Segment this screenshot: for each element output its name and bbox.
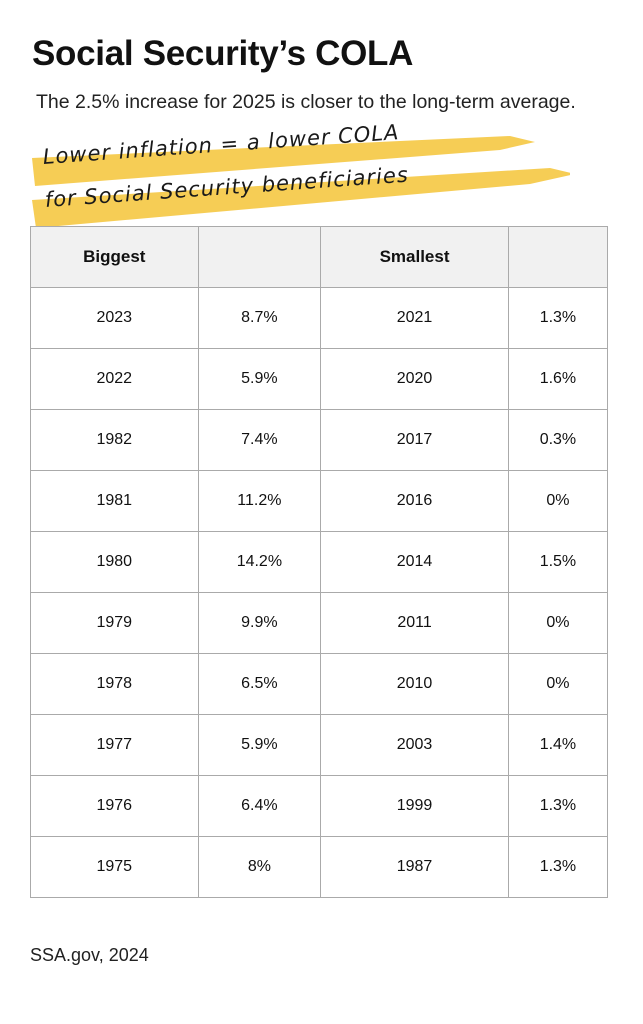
cola-value-cell: 1.6%	[507, 348, 609, 410]
cola-value-cell: 5.9%	[197, 714, 322, 776]
year-cell: 2023	[30, 287, 199, 349]
column-header: Biggest	[30, 226, 199, 288]
cola-value-cell: 7.4%	[197, 409, 322, 471]
table-row: 1978 6.5% 2010 0%	[30, 653, 609, 715]
cola-table: Biggest Smallest 2023 8.7% 2021 1.3% 2022 5.9%…	[30, 226, 609, 898]
year-cell: 1975	[30, 836, 199, 898]
table-row: 1975 8% 1987 1.3%	[30, 836, 609, 898]
cola-value-cell: 8.7%	[197, 287, 322, 349]
table-row: 1979 9.9% 2011 0%	[30, 592, 609, 654]
cola-value-cell: 1.5%	[507, 531, 609, 593]
column-header: Smallest	[320, 226, 509, 288]
cola-value-cell: 0%	[507, 653, 609, 715]
brush-stroke-1	[32, 136, 535, 186]
year-cell: 2011	[320, 592, 509, 654]
table-row: 1980 14.2% 2014 1.5%	[30, 531, 609, 593]
year-cell: 1976	[30, 775, 199, 837]
cola-value-cell: 1.4%	[507, 714, 609, 776]
year-cell: 1999	[320, 775, 509, 837]
cola-value-cell: 6.4%	[197, 775, 322, 837]
column-header	[507, 226, 609, 288]
cola-value-cell: 0%	[507, 592, 609, 654]
table-row: 2022 5.9% 2020 1.6%	[30, 348, 609, 410]
table-row: 1981 11.2% 2016 0%	[30, 470, 609, 532]
year-cell: 2020	[320, 348, 509, 410]
year-cell: 2003	[320, 714, 509, 776]
cola-value-cell: 0.3%	[507, 409, 609, 471]
cola-value-cell: 0%	[507, 470, 609, 532]
year-cell: 1979	[30, 592, 199, 654]
cola-value-cell: 6.5%	[197, 653, 322, 715]
cola-value-cell: 1.3%	[507, 287, 609, 349]
page-title: Social Security’s COLA	[32, 34, 414, 73]
cola-value-cell: 1.3%	[507, 775, 609, 837]
year-cell: 1978	[30, 653, 199, 715]
column-header	[197, 226, 322, 288]
highlight-brush-strokes	[32, 136, 570, 228]
cola-value-cell: 9.9%	[197, 592, 322, 654]
year-cell: 2017	[320, 409, 509, 471]
subtitle: The 2.5% increase for 2025 is closer to …	[36, 91, 576, 113]
year-cell: 2010	[320, 653, 509, 715]
year-cell: 2022	[30, 348, 199, 410]
cola-value-cell: 11.2%	[197, 470, 322, 532]
cola-value-cell: 8%	[197, 836, 322, 898]
table-row: 2023 8.7% 2021 1.3%	[30, 287, 609, 349]
year-cell: 1977	[30, 714, 199, 776]
year-cell: 1980	[30, 531, 199, 593]
year-cell: 2014	[320, 531, 509, 593]
cola-value-cell: 1.3%	[507, 836, 609, 898]
table-row: 1976 6.4% 1999 1.3%	[30, 775, 609, 837]
table-row: 1977 5.9% 2003 1.4%	[30, 714, 609, 776]
cola-value-cell: 5.9%	[197, 348, 322, 410]
table-header-row: Biggest Smallest	[30, 226, 609, 288]
cola-value-cell: 14.2%	[197, 531, 322, 593]
year-cell: 2021	[320, 287, 509, 349]
brush-stroke-2	[32, 168, 570, 228]
year-cell: 1982	[30, 409, 199, 471]
year-cell: 2016	[320, 470, 509, 532]
source-note: SSA.gov, 2024	[30, 945, 149, 965]
table-row: 1982 7.4% 2017 0.3%	[30, 409, 609, 471]
year-cell: 1987	[320, 836, 509, 898]
year-cell: 1981	[30, 470, 199, 532]
